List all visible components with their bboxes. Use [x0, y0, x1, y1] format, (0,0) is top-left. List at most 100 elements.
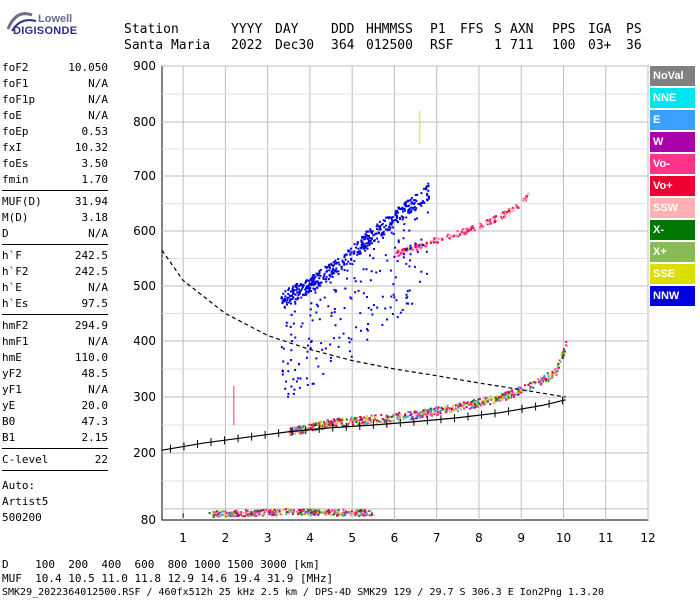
echo-point [422, 201, 425, 204]
echo-point [470, 403, 473, 406]
echo-point [565, 344, 568, 347]
echo-point [451, 406, 454, 409]
echo-point [396, 215, 399, 218]
echo-point [390, 223, 393, 226]
echo-point [401, 248, 404, 251]
echo-point [361, 246, 364, 249]
echo-point [492, 216, 495, 219]
echo-point [419, 247, 422, 250]
echo-point [487, 220, 490, 223]
echo-point [336, 510, 339, 513]
echo-point [351, 417, 354, 420]
echo-point [337, 420, 340, 423]
echo-point [365, 268, 368, 271]
echo-point [414, 242, 417, 245]
echo-point [286, 303, 289, 306]
echo-point [315, 303, 318, 306]
echo-point [282, 292, 285, 295]
param-row: hmE 110.0 [2, 350, 108, 366]
echo-point [353, 419, 356, 422]
echo-point [439, 412, 442, 415]
echo-point [293, 510, 296, 513]
echo-point [342, 332, 345, 335]
echo-point [322, 276, 325, 279]
echo-point [418, 415, 421, 418]
param-divider [2, 314, 108, 315]
echo-point [285, 321, 288, 324]
echo-point [297, 431, 300, 434]
echo-point [331, 513, 334, 516]
echo-point [465, 226, 468, 229]
echo-point [367, 306, 370, 309]
echo-point [311, 513, 314, 516]
echo-point [300, 432, 303, 435]
echo-point [307, 427, 310, 430]
param-row: yF1 N/A [2, 382, 108, 398]
header-value: 2022 [231, 38, 263, 53]
echo-point [224, 510, 227, 513]
echo-point [492, 402, 495, 405]
echo-point [382, 418, 385, 421]
echo-point [483, 399, 486, 402]
echo-point [420, 270, 423, 273]
echo-point [560, 353, 563, 356]
echo-point [487, 398, 490, 401]
echo-point [307, 280, 310, 283]
echo-point [374, 414, 377, 417]
echo-point [436, 407, 439, 410]
echo-point [441, 408, 444, 411]
echo-point [396, 316, 399, 319]
echo-point [217, 515, 220, 518]
param-name: foEs [2, 157, 29, 170]
echo-point [261, 510, 264, 513]
x-tick-label: 8 [475, 531, 483, 545]
echo-point [543, 374, 546, 377]
brand-bottom-label: DIGISONDE [13, 25, 78, 37]
echo-point [510, 389, 513, 392]
echo-point [323, 275, 326, 278]
echo-point [444, 411, 447, 414]
echo-point [296, 426, 299, 429]
echo-point [330, 356, 333, 359]
echo-point [250, 511, 253, 514]
echo-point [318, 270, 321, 273]
echo-point [316, 274, 319, 277]
y-tick-label: 800 [133, 115, 156, 129]
echo-point [401, 218, 404, 221]
echo-point [362, 421, 365, 424]
param-name: MUF(D) [2, 195, 42, 208]
echo-point [433, 407, 436, 410]
echo-point [365, 512, 368, 515]
echo-point [373, 233, 376, 236]
echo-point [359, 329, 362, 332]
echo-point [432, 408, 435, 411]
echo-point [309, 508, 312, 511]
echo-point [540, 377, 543, 380]
echo-point [247, 509, 250, 512]
echo-point [416, 414, 419, 417]
echo-point [546, 372, 549, 375]
header-label: HHMMSS [366, 22, 413, 37]
echo-point [282, 347, 285, 350]
echo-point [565, 341, 568, 344]
echo-point [306, 383, 309, 386]
echo-point [364, 511, 367, 514]
echo-point [273, 509, 276, 512]
echo-point [523, 199, 526, 202]
echo-point [300, 426, 303, 429]
echo-point [382, 219, 385, 222]
echo-point [282, 300, 285, 303]
echo-point [512, 395, 515, 398]
echo-point [474, 400, 477, 403]
echo-point [356, 509, 359, 512]
echo-point [328, 269, 331, 272]
echo-point [260, 509, 263, 512]
echo-point [396, 417, 399, 420]
echo-point [324, 265, 327, 268]
echo-point [546, 380, 549, 383]
param-value: 242.5 [74, 249, 108, 262]
echo-point [371, 232, 374, 235]
echo-point [392, 283, 395, 286]
echo-point [370, 420, 373, 423]
echo-point [284, 290, 287, 293]
